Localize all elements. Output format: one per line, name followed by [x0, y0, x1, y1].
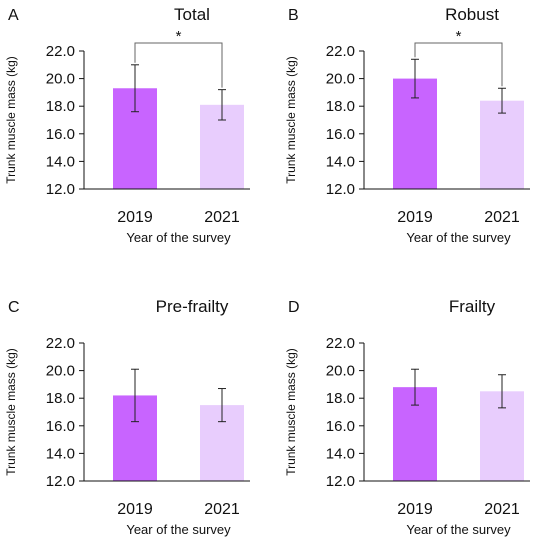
panel-b-bar-2021 — [480, 100, 524, 189]
panel-a-title: Total — [174, 5, 210, 24]
panel-b-significance-marker: * — [456, 28, 462, 45]
panel-b-letter: B — [288, 7, 299, 24]
panel-c-x-tick-label: 2019 — [117, 501, 153, 518]
panel-a-y-tick-label: 12.0 — [46, 181, 75, 198]
panel-b-significance-bracket — [414, 42, 503, 87]
panel-a-y-tick-label: 22.0 — [46, 43, 75, 60]
panel-a-significance-marker: * — [176, 28, 182, 45]
panel-d-y-tick-label: 16.0 — [326, 418, 355, 435]
panel-a-x-tick-label: 2019 — [117, 209, 153, 226]
panel-a-x-axis-label: Year of the survey — [126, 230, 231, 245]
panel-c-x-tick-label: 2021 — [204, 501, 240, 518]
panel-c-x-axis-label: Year of the survey — [126, 522, 231, 537]
panel-b-y-tick-label: 14.0 — [326, 153, 355, 170]
panel-a-y-axis-label: Trunk muscle mass (kg) — [4, 56, 18, 184]
panel-a-significance-bracket — [134, 42, 223, 88]
panel-c-y-axis-label: Trunk muscle mass (kg) — [4, 348, 18, 476]
panel-b-x-tick-label: 2019 — [397, 209, 433, 226]
panel-d-y-tick-label: 14.0 — [326, 445, 355, 462]
panel-b-y-axis-label: Trunk muscle mass (kg) — [284, 56, 298, 184]
panel-d-x-axis-label: Year of the survey — [406, 522, 511, 537]
panel-a-y-tick-label: 16.0 — [46, 126, 75, 143]
panel-d-letter: D — [288, 299, 300, 316]
panel-d-y-tick-label: 22.0 — [326, 335, 355, 352]
panel-c-y-tick-label: 20.0 — [46, 363, 75, 380]
panel-c-y-tick-label: 16.0 — [46, 418, 75, 435]
panel-c-letter: C — [8, 299, 20, 316]
panel-b-x-axis-label: Year of the survey — [406, 230, 511, 245]
panel-d-x-tick-label: 2021 — [484, 501, 520, 518]
panel-c-title: Pre-frailty — [156, 297, 229, 316]
panel-a-y-tick-label: 18.0 — [46, 98, 75, 115]
panel-c-y-tick-label: 12.0 — [46, 473, 75, 490]
panel-b-y-tick-label: 20.0 — [326, 71, 355, 88]
panel-d-x-tick-label: 2019 — [397, 501, 433, 518]
panel-c-y-tick-label: 14.0 — [46, 445, 75, 462]
panel-c-y-tick-label: 18.0 — [46, 390, 75, 407]
panel-d-y-axis-label: Trunk muscle mass (kg) — [284, 348, 298, 476]
panel-a-y-tick-label: 20.0 — [46, 71, 75, 88]
panel-b-y-tick-label: 22.0 — [326, 43, 355, 60]
panel-b-y-tick-label: 12.0 — [326, 181, 355, 198]
panel-d-title: Frailty — [449, 297, 496, 316]
panel-a-x-tick-label: 2021 — [204, 209, 240, 226]
panel-b-y-tick-label: 18.0 — [326, 98, 355, 115]
panel-a-letter: A — [8, 7, 19, 24]
panel-c-y-tick-label: 22.0 — [46, 335, 75, 352]
panel-b-x-tick-label: 2021 — [484, 209, 520, 226]
panel-a-y-tick-label: 14.0 — [46, 153, 75, 170]
panel-b-y-tick-label: 16.0 — [326, 126, 355, 143]
panel-d-y-tick-label: 20.0 — [326, 363, 355, 380]
panel-d-y-tick-label: 12.0 — [326, 473, 355, 490]
panel-d-y-tick-label: 18.0 — [326, 390, 355, 407]
panel-b-title: Robust — [445, 5, 499, 24]
